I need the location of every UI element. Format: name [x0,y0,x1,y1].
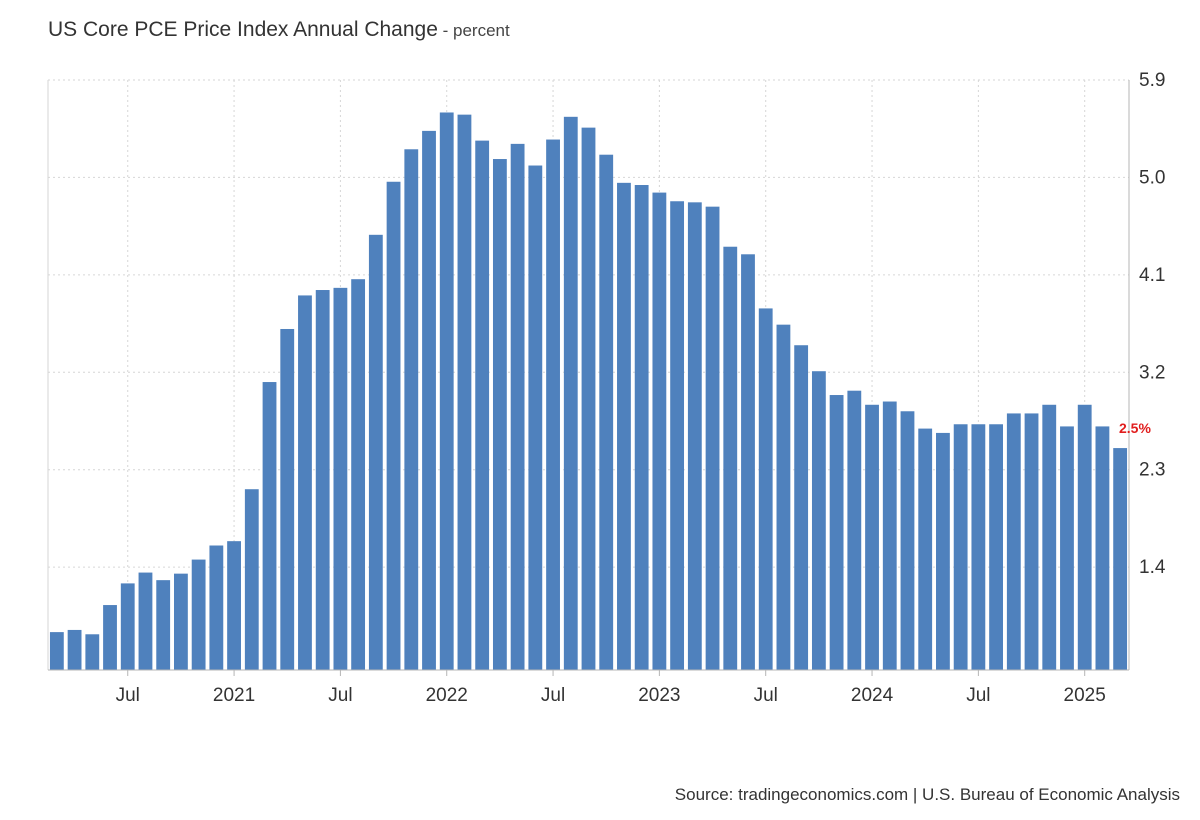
bar-2020-06 [103,605,117,670]
bar-2024-02 [882,401,897,670]
bar-2021-04 [280,328,295,670]
x-tick-label: Jul [328,685,352,706]
bar-2022-03 [475,140,490,670]
bar-2022-10 [599,154,614,670]
bar-2020-04 [67,629,82,670]
x-tick-label: 2023 [638,685,680,706]
axes [47,80,1130,676]
x-tick-label: Jul [116,685,140,706]
bar-2025-02 [1095,426,1110,670]
bar-2021-11 [404,149,419,670]
bar-2021-10 [386,181,401,670]
bar-2021-07 [333,287,348,670]
bar-2024-11 [1042,404,1057,670]
bar-2024-07 [971,424,986,670]
bar-2020-09 [156,580,171,670]
source-note: Source: tradingeconomics.com | U.S. Bure… [674,785,1180,804]
bars [49,112,1128,671]
x-tick-label: Jul [541,685,565,706]
bar-2024-12 [1060,426,1074,670]
chart-title: US Core PCE Price Index Annual Change - … [48,18,510,42]
chart-title-text: US Core PCE Price Index Annual Change [48,18,438,41]
y-tick-label: 3.2 [1139,362,1165,383]
bar-2022-12 [634,185,649,670]
bar-2022-04 [492,159,507,670]
bar-2020-03 [49,632,64,670]
bar-2022-07 [546,139,560,671]
bar-2024-03 [900,411,915,670]
bar-2022-05 [510,143,525,670]
y-tick-label: 2.3 [1139,460,1165,481]
bar-2020-08 [138,572,153,670]
x-tick-label: Jul [754,685,778,706]
bar-2023-07 [758,308,773,670]
bar-2024-10 [1024,413,1039,670]
bar-2021-02 [244,489,259,670]
title-separator: - [437,21,453,40]
bar-2023-09 [794,345,809,670]
bar-2023-06 [741,254,755,671]
bar-2024-09 [1006,413,1021,670]
y-tick-label: 1.4 [1139,557,1166,578]
bar-2023-11 [829,395,844,670]
bar-2023-03 [687,202,702,670]
bar-2024-06 [953,424,968,670]
bar-2021-05 [298,295,312,670]
x-tick-label: 2024 [851,685,894,706]
bar-2022-08 [563,116,578,670]
bar-2021-12 [422,130,436,670]
bar-2021-09 [368,234,383,670]
bar-2024-01 [865,404,879,670]
y-tick-label: 5.9 [1139,70,1165,91]
bar-2020-05 [85,634,100,670]
y-tick-label: 4.1 [1139,265,1165,286]
x-tick-label: 2022 [426,685,468,706]
x-tick-label: Jul [966,685,990,706]
bar-2024-08 [989,424,1003,670]
bar-2020-11 [191,559,206,670]
bar-2022-11 [617,182,631,670]
bar-2021-08 [351,279,366,670]
bar-2021-03 [262,382,277,670]
bar-2020-12 [209,545,224,670]
bar-2020-07 [120,583,135,670]
bar-2023-12 [847,390,862,670]
bar-2024-05 [936,432,950,670]
latest-value-label: 2.5% [1119,420,1151,436]
bar-2023-10 [811,371,826,670]
bar-2023-01 [652,192,667,670]
y-tick-label: 5.0 [1139,167,1165,188]
bar-2023-05 [723,246,738,670]
bar-2021-01 [227,541,241,670]
bar-2023-04 [705,206,720,670]
bar-2022-09 [581,127,596,670]
bar-2022-06 [528,165,543,670]
bar-2020-10 [174,573,188,670]
bar-2025-03 [1113,448,1128,670]
bar-2025-01 [1077,404,1092,670]
bar-2021-06 [315,290,330,670]
x-tick-label: 2025 [1064,685,1106,706]
axis-labels: 1.4 2.3 3.2 4.1 5.0 5.9 Jul 2021 Jul 2022 Jul 2023 J… [116,70,1166,706]
bar-2023-02 [670,201,685,670]
bar-2022-02 [457,114,472,670]
x-tick-label: 2021 [213,685,255,706]
bar-2022-01 [439,112,454,671]
chart-unit: percent [453,21,510,40]
bar-2024-04 [918,428,933,670]
bar-2023-08 [776,324,791,670]
